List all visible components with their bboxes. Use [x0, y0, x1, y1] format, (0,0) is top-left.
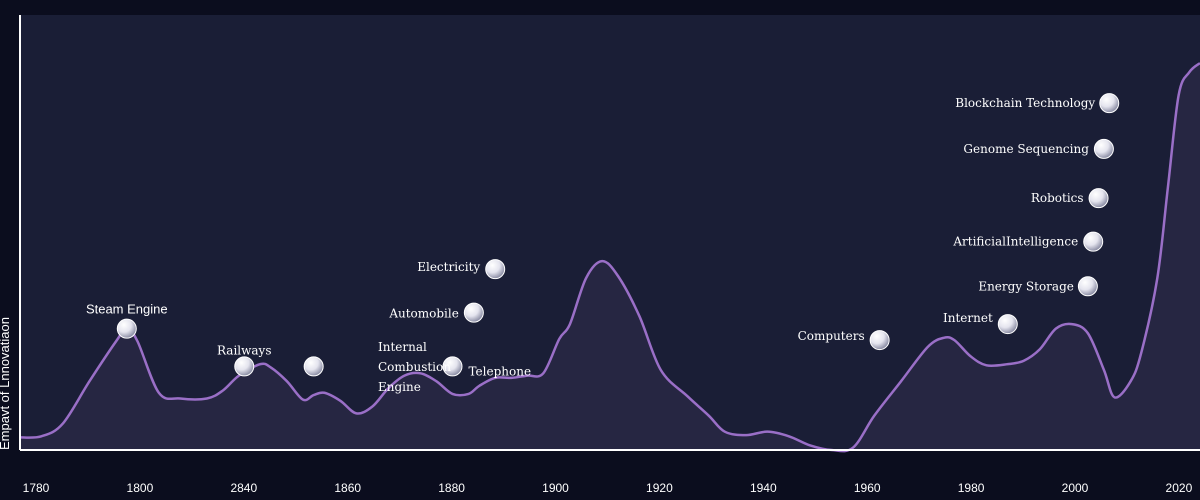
- milestone-label: Steam Engine: [86, 302, 168, 317]
- milestone-marker: [485, 259, 506, 280]
- x-tick-label: 1940: [750, 481, 777, 495]
- milestone-label: Computers: [798, 329, 865, 343]
- milestone-label: Internal: [378, 340, 427, 354]
- innovation-area: [20, 63, 1200, 452]
- milestone-label: Robotics: [1031, 191, 1084, 205]
- milestone-marker: [463, 302, 484, 323]
- milestone-marker: [442, 356, 463, 377]
- milestone-marker: [303, 356, 324, 377]
- x-tick-label: 1920: [646, 481, 673, 495]
- x-tick-label: 1860: [334, 481, 361, 495]
- milestone-label: Combustion: [378, 360, 451, 374]
- milestone-label: Genome Sequencing: [963, 142, 1089, 156]
- milestone-label: Energy Storage: [978, 279, 1074, 293]
- milestone-label: Internet: [943, 311, 993, 325]
- milestone-marker: [869, 330, 890, 351]
- milestone-marker: [234, 356, 255, 377]
- x-tick-label: 2000: [1062, 481, 1089, 495]
- milestone-label: Railways: [217, 343, 272, 357]
- milestone-label: Telephone: [468, 364, 531, 378]
- x-tick-label: 1880: [438, 481, 465, 495]
- milestone-marker: [1077, 276, 1098, 297]
- milestone-markers: [116, 93, 1120, 377]
- x-tick-label: 1800: [127, 481, 154, 495]
- milestone-marker: [1099, 93, 1120, 114]
- milestone-label: Engine: [378, 380, 421, 394]
- milestone-label: Blockchain Technology: [955, 96, 1095, 110]
- y-axis-title: Empavt of Lnnovatiaon: [0, 317, 12, 450]
- x-tick-label: 1980: [958, 481, 985, 495]
- x-tick-label: 2840: [230, 481, 257, 495]
- x-tick-label: 1780: [23, 481, 50, 495]
- x-tick-label: 2020: [1166, 481, 1193, 495]
- x-axis-ticks: 1780 1800 2840 1860 1880 1900 1920 1940 1960 1980…: [23, 481, 1193, 495]
- milestone-marker: [997, 314, 1018, 335]
- x-tick-label: 1960: [854, 481, 881, 495]
- milestone-label: Automobile: [388, 307, 459, 321]
- milestone-marker: [1093, 138, 1114, 159]
- milestone-label: Electricity: [417, 260, 480, 274]
- x-tick-label: 1900: [542, 481, 569, 495]
- milestone-labels: Steam Engine Railways Internal Combustion En…: [86, 96, 1095, 394]
- milestone-marker: [1083, 231, 1104, 252]
- milestone-label: ArtificialIntelligence: [952, 235, 1078, 249]
- milestone-marker: [1088, 188, 1109, 209]
- milestone-marker: [116, 318, 137, 339]
